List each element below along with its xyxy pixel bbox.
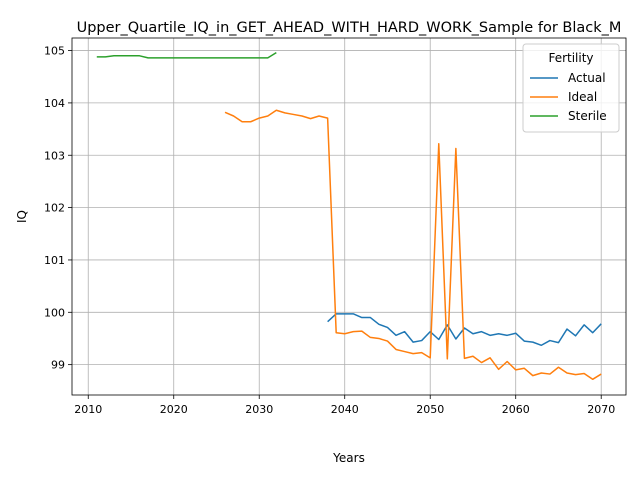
x-tick-label: 2010	[74, 403, 102, 416]
legend: Fertility Actual Ideal Sterile	[522, 43, 620, 133]
plot-frame	[71, 37, 627, 396]
y-tick-label: 103	[44, 149, 65, 162]
x-tick-label: 2060	[502, 403, 530, 416]
y-tick-label: 99	[51, 359, 65, 372]
y-tick-label: 101	[44, 254, 65, 267]
legend-entries: Actual Ideal Sterile	[530, 71, 607, 123]
y-tick-label: 104	[44, 97, 65, 110]
x-axis-label: Years	[332, 451, 365, 465]
legend-label-sterile: Sterile	[568, 109, 607, 123]
series-line-ideal	[224, 109, 602, 381]
y-tick-label: 102	[44, 202, 65, 215]
series-lines	[96, 52, 602, 381]
x-ticks: 2010 2020 2030 2040 2050 2060 2070	[74, 395, 615, 416]
series-line-actual	[327, 313, 602, 347]
y-tick-label: 100	[44, 306, 65, 319]
legend-label-actual: Actual	[568, 71, 606, 85]
y-tick-label: 105	[44, 45, 65, 58]
chart-title: Upper_Quartile_IQ_in_GET_AHEAD_WITH_HARD…	[77, 20, 622, 36]
x-tick-label: 2030	[245, 403, 273, 416]
x-tick-label: 2040	[331, 403, 359, 416]
legend-box	[522, 43, 620, 133]
y-axis-label: IQ	[15, 210, 29, 223]
y-ticks: 99 100 101 102 103 104 105	[44, 45, 72, 372]
grid	[72, 38, 626, 395]
series-line-sterile	[96, 52, 277, 59]
x-tick-label: 2050	[416, 403, 444, 416]
x-tick-label: 2070	[587, 403, 615, 416]
legend-title: Fertility	[548, 51, 593, 65]
x-tick-label: 2020	[160, 403, 188, 416]
legend-label-ideal: Ideal	[568, 90, 597, 104]
